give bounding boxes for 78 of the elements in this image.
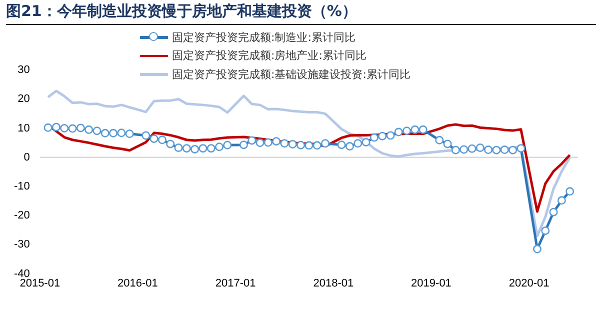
point	[52, 122, 60, 132]
point	[549, 208, 558, 216]
x-tick-label: 2015-01	[20, 277, 60, 290]
point	[296, 140, 306, 150]
point	[100, 128, 110, 138]
y-tick-label: -40	[14, 268, 30, 280]
y-tick-label: 30	[18, 64, 30, 76]
point	[410, 125, 420, 134]
point	[451, 146, 460, 154]
point	[190, 144, 200, 154]
point	[60, 124, 69, 132]
point	[239, 140, 248, 150]
y-tick-label: -30	[14, 238, 30, 251]
point	[117, 128, 126, 138]
point	[508, 146, 518, 154]
legend-label: 固定资产投资完成额:基础设施建设投资:累计同比	[172, 66, 410, 82]
point	[484, 146, 493, 154]
point	[386, 131, 395, 140]
point	[182, 144, 191, 153]
legend-label: 固定资产投资完成额:房地产业:累计同比	[172, 48, 366, 64]
legend-label: 固定资产投资完成额:制造业:累计同比	[172, 30, 356, 45]
point	[272, 137, 281, 146]
point	[223, 140, 232, 150]
point	[264, 138, 272, 147]
point	[532, 244, 542, 254]
point	[516, 144, 526, 153]
y-tick-label: 0	[24, 151, 30, 164]
point	[435, 136, 444, 144]
point	[394, 128, 403, 136]
point	[206, 144, 216, 153]
point	[541, 226, 550, 235]
point	[345, 142, 354, 151]
y-tick-label: 10	[18, 122, 30, 134]
point	[557, 196, 566, 205]
point	[150, 134, 158, 143]
point	[304, 141, 314, 150]
point	[248, 136, 256, 145]
point	[215, 142, 224, 152]
y-tick-label: -10	[14, 180, 30, 192]
point	[76, 124, 85, 132]
point	[84, 125, 94, 134]
chart-title: 图21：今年制造业投资慢于房地产和基建投资（%）	[6, 2, 596, 25]
point	[256, 138, 264, 148]
point	[288, 140, 297, 148]
point	[418, 125, 428, 134]
point	[44, 123, 52, 132]
point	[468, 144, 476, 153]
point	[492, 146, 501, 154]
y-tick-label: 20	[18, 93, 30, 106]
point	[476, 143, 484, 152]
point	[370, 133, 378, 142]
y-tick-label: -20	[14, 210, 30, 222]
point	[312, 141, 322, 150]
point	[166, 140, 175, 148]
point	[378, 132, 387, 140]
point	[68, 124, 77, 133]
point	[321, 139, 330, 148]
point	[158, 136, 166, 144]
x-tick-label: 2019-01	[411, 277, 452, 290]
point	[280, 139, 289, 148]
x-tick-label: 2016-01	[118, 277, 158, 290]
point	[354, 139, 362, 148]
point	[109, 128, 118, 138]
x-tick-label: 2020-01	[508, 277, 550, 290]
point	[443, 140, 452, 148]
point	[500, 146, 509, 154]
point	[337, 140, 346, 150]
point	[402, 126, 412, 136]
point	[198, 144, 208, 153]
point	[566, 187, 574, 196]
point	[362, 138, 370, 146]
point	[460, 145, 468, 154]
x-tick-label: 2018-01	[313, 277, 354, 290]
x-tick-label: 2017-01	[215, 277, 256, 290]
point	[142, 131, 150, 140]
point	[125, 130, 134, 138]
point	[92, 126, 102, 136]
point	[174, 143, 183, 152]
